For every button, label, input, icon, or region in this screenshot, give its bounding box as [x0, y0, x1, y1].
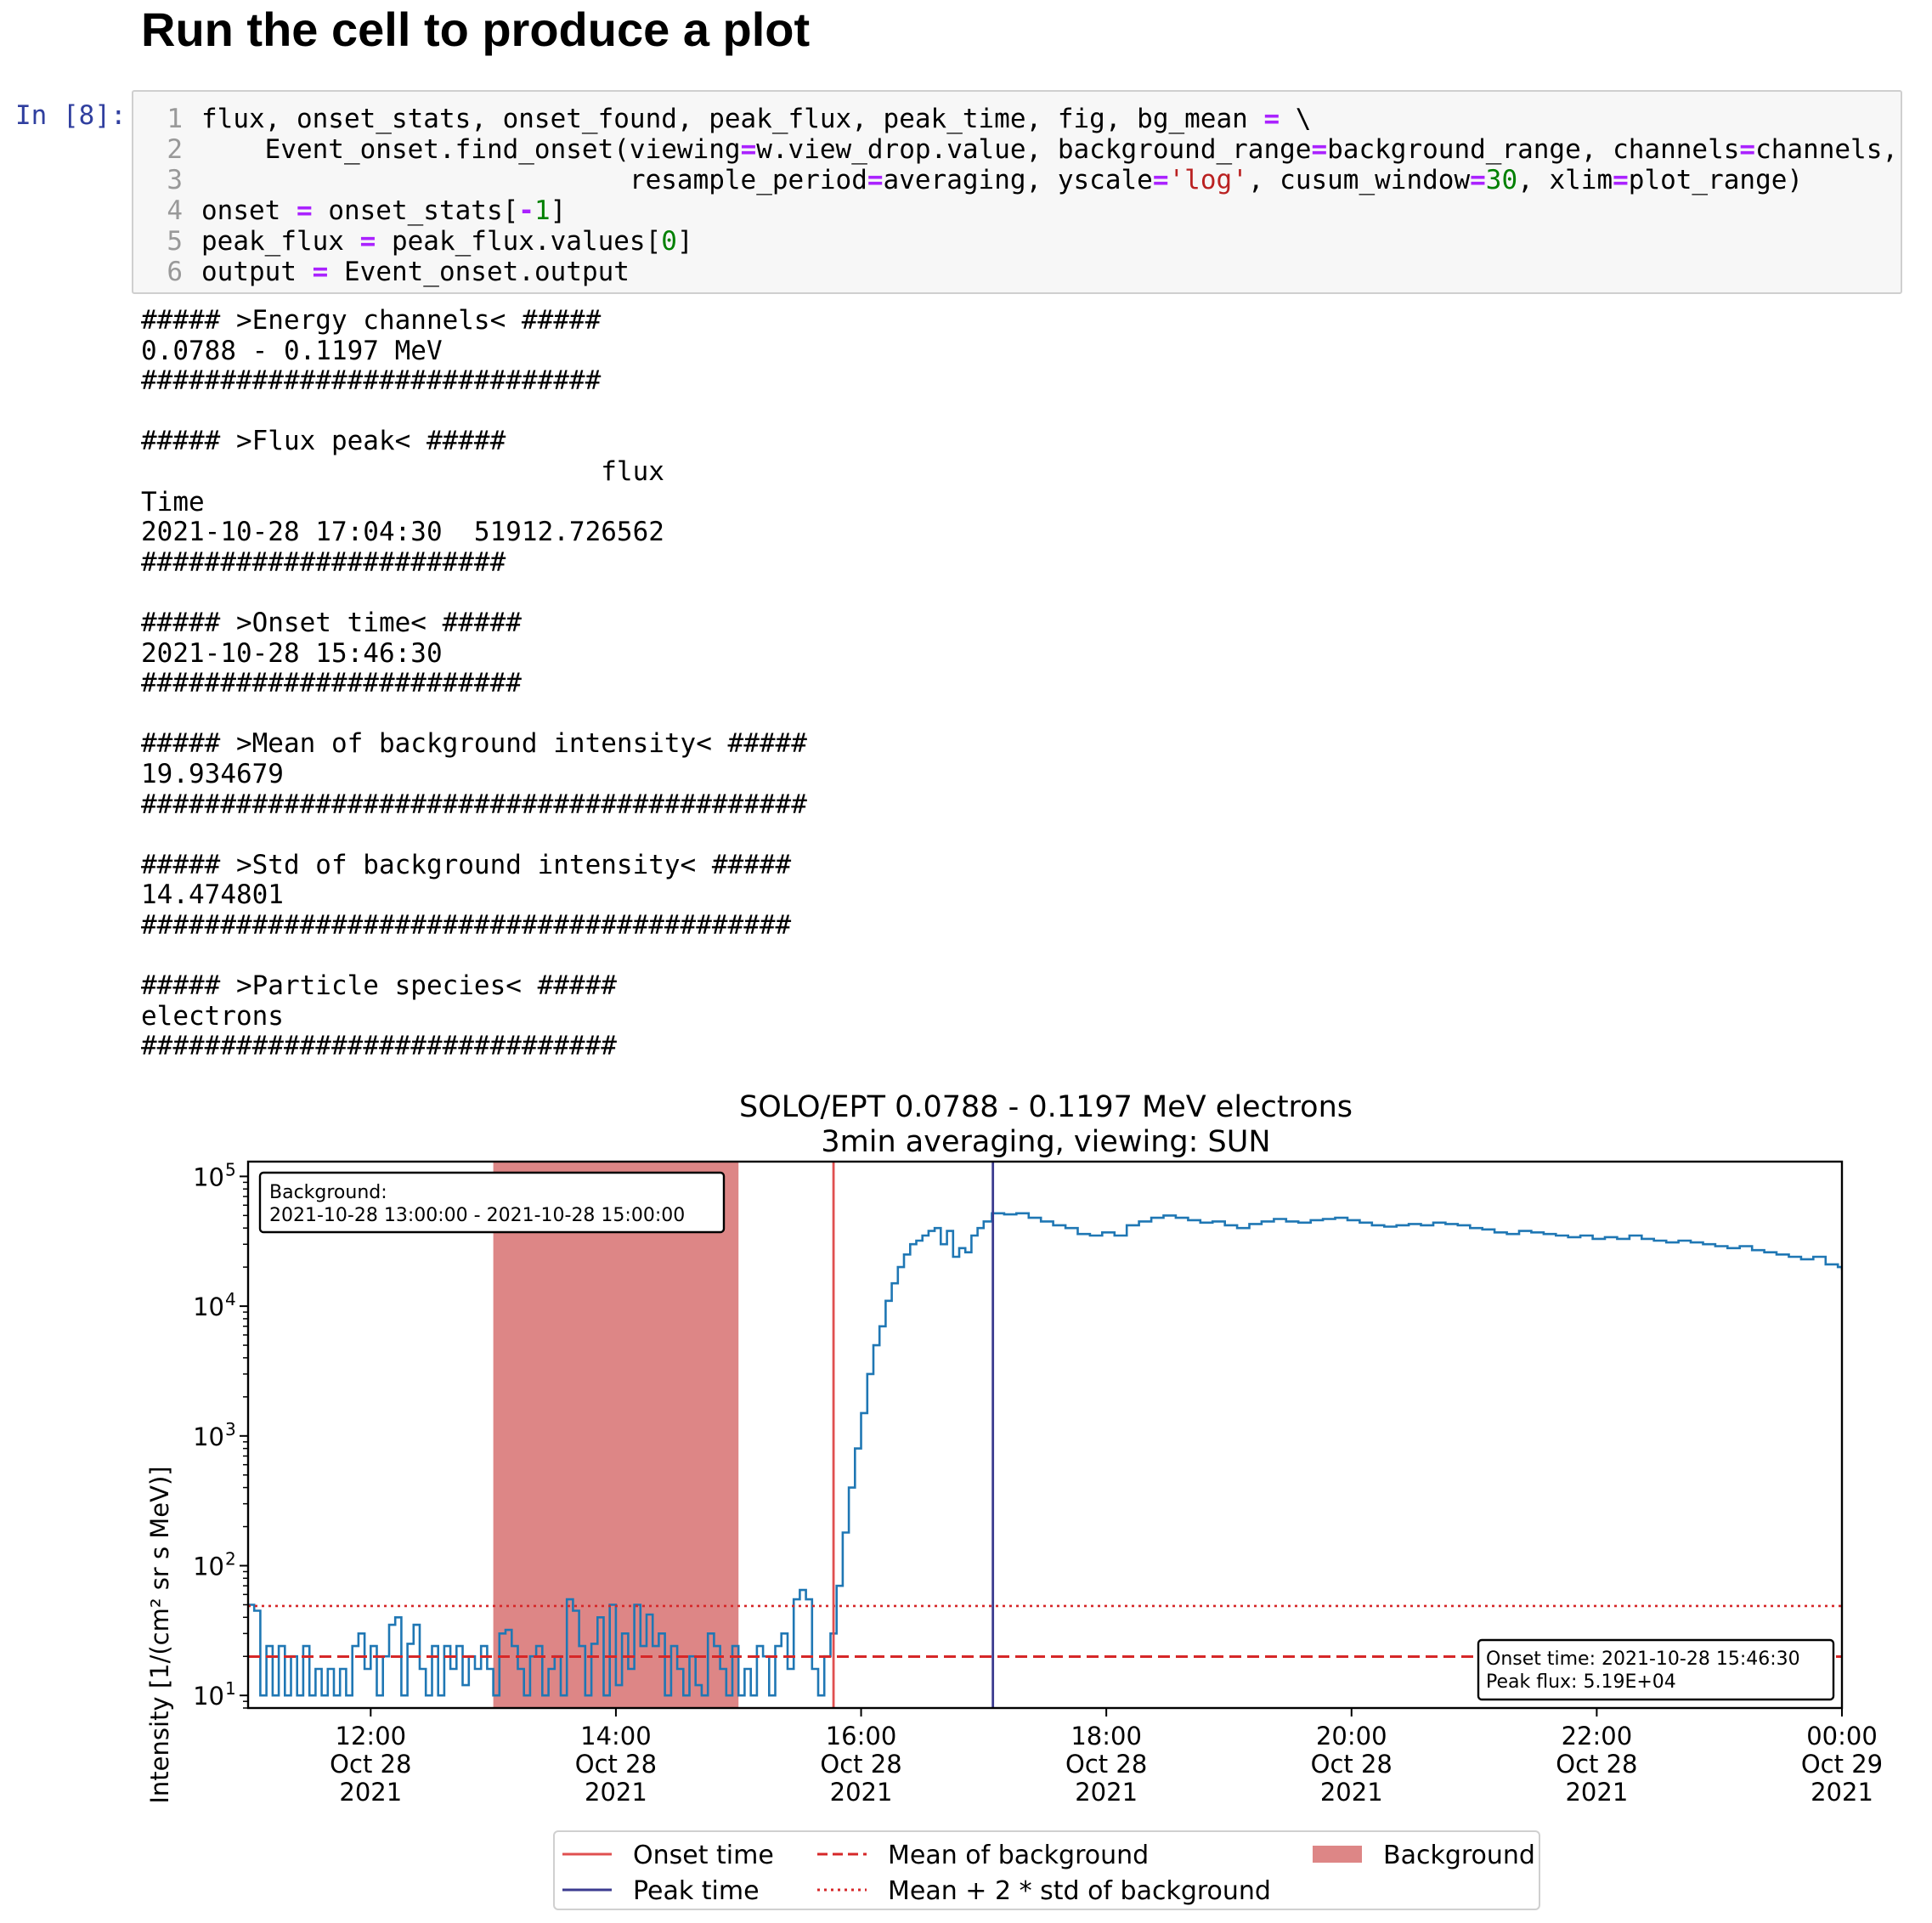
chart-subtitle: 3min averaging, viewing: SUN [821, 1125, 1270, 1159]
y-tick-label: 10 [193, 1162, 224, 1191]
x-tick-label: 2021 [1320, 1778, 1383, 1807]
line-number: 1 [167, 104, 183, 134]
axes-frame [246, 1160, 1844, 1710]
code-text: flux, onset_stats, onset_found, peak_flu… [201, 104, 1312, 134]
code-line[interactable]: 2 Event_onset.find_onset(viewing=w.view_… [133, 134, 1898, 165]
code-text: peak_flux = peak_flux.values[0] [201, 226, 693, 257]
line-number: 4 [167, 195, 183, 226]
y-tick-label: 10 [193, 1553, 224, 1581]
x-tick-label: 2021 [1075, 1778, 1138, 1807]
cell-output: ##### >Energy channels< ##### 0.0788 - 0… [141, 305, 807, 1062]
y-tick-exponent: 1 [225, 1678, 236, 1699]
y-tick-exponent: 5 [225, 1159, 236, 1179]
line-number: 3 [167, 165, 183, 195]
cell-prompt: In [8]: [15, 100, 127, 131]
onset-annotation-peak: Peak flux: 5.19E+04 [1486, 1671, 1676, 1693]
y-tick-label: 10 [193, 1292, 224, 1321]
code-line[interactable]: 5 peak_flux = peak_flux.values[0] [133, 226, 693, 257]
y-axis-label: Intensity [1/(cm² sr s MeV)] [145, 1466, 174, 1803]
y-tick-exponent: 3 [225, 1419, 236, 1439]
code-line[interactable]: 3 resample_period=averaging, yscale='log… [133, 165, 1803, 195]
code-text: Event_onset.find_onset(viewing=w.view_dr… [201, 134, 1899, 165]
x-tick-label: 2021 [830, 1778, 893, 1807]
legend-label: Mean of background [888, 1841, 1149, 1870]
x-tick-label: 20:00 [1316, 1722, 1387, 1750]
legend-label: Background [1383, 1841, 1535, 1870]
y-tick-exponent: 2 [225, 1549, 236, 1570]
code-line[interactable]: 1 flux, onset_stats, onset_found, peak_fl… [133, 104, 1311, 134]
x-tick-label: 2021 [339, 1778, 402, 1807]
x-tick-label: Oct 28 [1311, 1750, 1393, 1779]
background-annotation-box [258, 1171, 726, 1234]
background-annotation-title: Background: [269, 1182, 387, 1203]
legend-frame [553, 1830, 1540, 1910]
page-heading: Run the cell to produce a plot [141, 3, 811, 56]
x-tick-label: 16:00 [826, 1722, 897, 1750]
line-number: 2 [167, 134, 183, 165]
code-text: resample_period=averaging, yscale='log',… [201, 165, 1804, 195]
y-tick-exponent: 4 [225, 1289, 236, 1309]
legend-label: Peak time [633, 1876, 760, 1906]
x-tick-label: Oct 28 [330, 1750, 411, 1779]
x-tick-label: 2021 [585, 1778, 647, 1807]
x-tick-label: 18:00 [1071, 1722, 1142, 1750]
x-tick-label: 2021 [1565, 1778, 1628, 1807]
flux-series-line [248, 1212, 1842, 1697]
line-number: 6 [167, 257, 183, 287]
chart-title: SOLO/EPT 0.0788 - 0.1197 MeV electrons [739, 1090, 1353, 1124]
background-annotation-range: 2021-10-28 13:00:00 - 2021-10-28 15:00:0… [269, 1205, 685, 1226]
code-line[interactable]: 4 onset = onset_stats[-1] [133, 195, 566, 226]
legend-label: Onset time [633, 1841, 774, 1870]
y-tick-label: 10 [193, 1682, 224, 1711]
x-tick-label: Oct 28 [1065, 1750, 1147, 1779]
code-text: onset = onset_stats[-1] [201, 195, 567, 226]
legend-swatch-background [1313, 1846, 1362, 1863]
x-tick-label: Oct 28 [820, 1750, 901, 1779]
onset-annotation-box [1477, 1638, 1835, 1701]
code-text: output = Event_onset.output [201, 257, 630, 287]
onset-annotation-time: Onset time: 2021-10-28 15:46:30 [1486, 1649, 1800, 1670]
code-line[interactable]: 6 output = Event_onset.output [133, 257, 630, 287]
x-tick-label: 12:00 [336, 1722, 407, 1750]
line-number: 5 [167, 226, 183, 257]
x-tick-label: 00:00 [1806, 1722, 1878, 1750]
x-tick-label: Oct 29 [1801, 1750, 1883, 1779]
chart-legend: Onset time Peak time Mean of background Mea… [553, 1830, 1540, 1910]
y-tick-label: 10 [193, 1422, 224, 1451]
code-cell-editor[interactable]: 1 flux, onset_stats, onset_found, peak_fl… [132, 90, 1902, 294]
legend-label: Mean + 2 * std of background [888, 1876, 1271, 1906]
x-tick-label: 14:00 [580, 1722, 652, 1750]
x-tick-label: 22:00 [1562, 1722, 1633, 1750]
x-tick-label: Oct 28 [575, 1750, 657, 1779]
x-tick-label: Oct 28 [1556, 1750, 1637, 1779]
x-tick-label: 2021 [1811, 1778, 1873, 1807]
